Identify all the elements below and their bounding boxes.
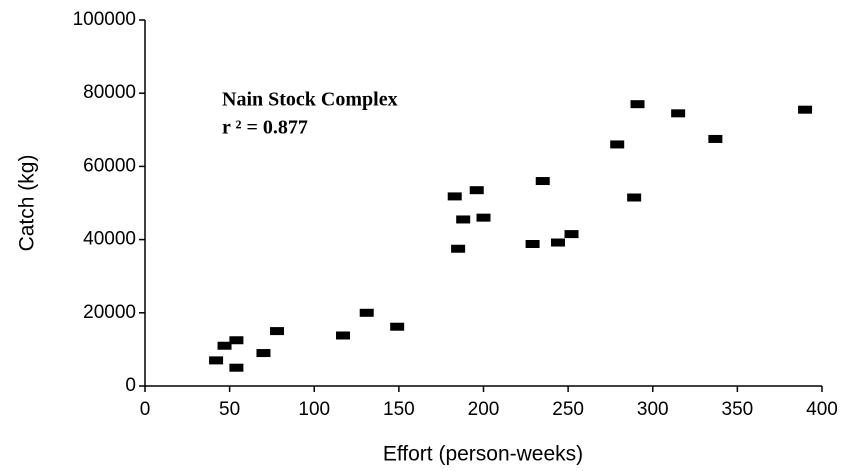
point [630, 100, 645, 109]
point [209, 356, 224, 365]
x-tick-label: 350 [722, 399, 754, 420]
point [390, 322, 405, 331]
y-tick-label: 0 [125, 375, 136, 396]
x-tick-label: 400 [806, 399, 838, 420]
annotation: Nain Stock Complex [222, 89, 398, 111]
point [535, 177, 550, 186]
x-tick-label: 0 [140, 399, 151, 420]
point [627, 193, 642, 202]
point [564, 230, 579, 239]
x-tick-label: 150 [383, 399, 415, 420]
x-tick-label: 50 [219, 399, 240, 420]
point [525, 239, 540, 248]
point [476, 213, 491, 222]
point [229, 363, 244, 372]
y-tick-label: 60000 [83, 155, 136, 176]
point [469, 186, 484, 195]
y-tick-label: 20000 [83, 302, 136, 323]
point [798, 105, 813, 114]
x-tick-label: 100 [298, 399, 330, 420]
annotation: r ² = 0.877 [222, 117, 308, 139]
point [229, 336, 244, 345]
point [256, 349, 271, 358]
point [671, 109, 686, 118]
y-tick-label: 40000 [83, 229, 136, 250]
point [336, 331, 351, 340]
point [217, 341, 232, 350]
point [550, 238, 565, 247]
point [359, 308, 374, 317]
x-tick-label: 250 [552, 399, 584, 420]
y-tick-label: 100000 [73, 9, 136, 30]
y-tick-label: 80000 [83, 82, 136, 103]
point [610, 140, 625, 149]
point [451, 244, 466, 253]
point [708, 134, 723, 143]
point [270, 327, 285, 336]
x-tick-label: 200 [468, 399, 500, 420]
y-axis-label: Catch (kg) [16, 155, 39, 252]
point [456, 215, 471, 224]
x-axis-label: Effort (person-weeks) [383, 443, 583, 466]
x-tick-label: 300 [637, 399, 669, 420]
point [447, 192, 462, 201]
